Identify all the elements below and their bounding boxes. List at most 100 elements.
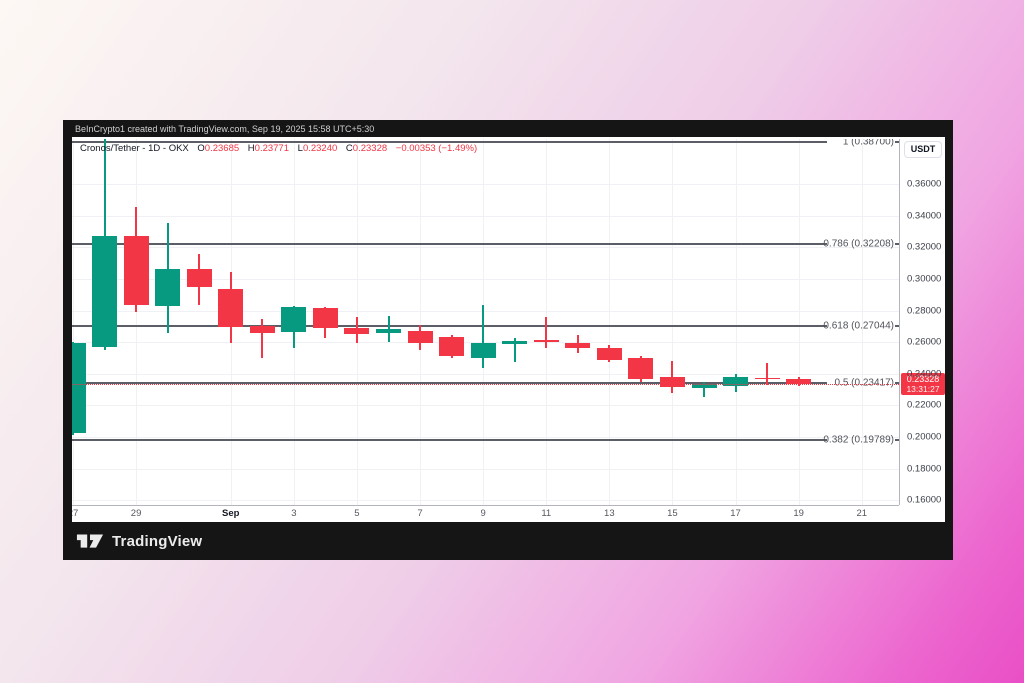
time-axis-label: 21 <box>856 508 868 519</box>
candle-body <box>312 308 338 328</box>
gridline-vertical <box>735 139 737 505</box>
candle-body <box>249 325 275 333</box>
candle-wick <box>703 381 705 397</box>
low-label: L <box>297 143 303 154</box>
gridline-vertical <box>420 139 422 505</box>
candle-body <box>281 307 307 333</box>
candle-body <box>754 377 780 380</box>
change-value: −0.00353 (−1.49%) <box>395 143 478 154</box>
price-tick-label: 0.16000 <box>907 494 942 506</box>
time-axis-label: 17 <box>730 508 741 519</box>
fib-line <box>72 381 827 384</box>
close-value: 0.23328 <box>352 143 388 154</box>
fib-level-label: 0.618 (0.27044) <box>823 320 894 332</box>
candle-body <box>628 357 654 379</box>
gridline-horizontal <box>72 436 899 438</box>
price-tick-label: 0.24000 <box>907 368 942 380</box>
time-axis-label: 9 <box>480 508 486 519</box>
attribution-bar: BeInCrypto1 created with TradingView.com… <box>63 120 953 137</box>
gridline-horizontal <box>72 278 899 280</box>
fib-level-label: 0.5 (0.23417) <box>834 377 895 389</box>
tradingview-brand[interactable]: TradingView <box>112 532 203 550</box>
time-axis-label: 13 <box>604 508 615 519</box>
price-axis[interactable]: USDT 0.23328 13:31:27 0.36000 0.34000 0.32… <box>899 139 945 506</box>
candle-body <box>533 339 559 342</box>
price-tick-label: 0.26000 <box>907 336 942 348</box>
time-axis[interactable]: 27 29 Sep 3 5 7 9 11 13 15 17 19 21 <box>72 505 899 522</box>
candle-wick <box>387 315 390 342</box>
fib-level-label: 1 (0.38700) <box>842 139 894 148</box>
tradingview-logo-icon[interactable] <box>76 533 104 550</box>
gridline-horizontal <box>72 215 899 217</box>
footer-bar: TradingView <box>63 522 953 560</box>
candle-body <box>596 347 622 360</box>
last-price-badge: 0.23328 13:31:27 <box>901 373 945 396</box>
time-axis-label: 11 <box>541 508 552 519</box>
gridline-horizontal <box>72 405 899 407</box>
candle-body <box>186 269 212 287</box>
high-value: 0.23771 <box>254 143 289 154</box>
fib-line <box>72 324 827 327</box>
candle-body <box>155 269 181 306</box>
price-tick-label: 0.22000 <box>907 399 942 411</box>
time-axis-label: 29 <box>130 508 142 519</box>
price-tick-label: 0.36000 <box>907 178 942 190</box>
fib-axis-dash <box>895 324 899 327</box>
candle-body <box>786 378 812 385</box>
candle-body <box>218 288 244 327</box>
fib-level-label: 0.786 (0.32208) <box>823 238 894 250</box>
candle-body <box>123 235 149 305</box>
candle-body <box>439 336 465 356</box>
fib-line <box>72 439 827 442</box>
symbol-title: Cronos/Tether - 1D - OKX <box>80 143 189 154</box>
price-tick-label: 0.28000 <box>907 305 942 317</box>
open-label: O <box>197 143 205 154</box>
time-axis-label: 27 <box>72 508 79 519</box>
open-value: 0.23685 <box>204 143 240 154</box>
fib-axis-dash <box>895 439 899 442</box>
gridline-vertical <box>798 139 800 505</box>
gridline-vertical <box>861 139 863 505</box>
price-tick-label: 0.20000 <box>907 431 942 443</box>
chart-card: BeInCrypto1 created with TradingView.com… <box>63 120 953 560</box>
fib-line <box>72 140 827 143</box>
close-label: C <box>345 143 353 154</box>
price-tick-label: 0.34000 <box>907 210 942 222</box>
candle-body <box>723 376 749 386</box>
low-value: 0.23240 <box>302 143 338 154</box>
candle-wick <box>766 362 769 385</box>
gridline-vertical <box>136 139 138 505</box>
gridline-horizontal <box>72 310 899 312</box>
candle-body <box>502 340 528 344</box>
candle-body <box>92 235 118 347</box>
symbol-legend: Cronos/Tether - 1D - OKX O0.23685 H0.237… <box>80 143 477 154</box>
gridline-horizontal <box>72 247 899 249</box>
attribution-text: BeInCrypto1 created with TradingView.com… <box>75 124 375 134</box>
time-axis-label: 5 <box>354 508 360 519</box>
plot-area[interactable]: 1 (0.38700) 0.786 (0.32208) 0.618 (0.27044… <box>72 139 899 505</box>
fib-axis-dash <box>895 243 899 246</box>
price-tick-label: 0.18000 <box>907 463 942 474</box>
candle-wick <box>261 318 264 358</box>
fib-axis-dash <box>895 140 899 143</box>
gridline-horizontal <box>72 500 899 502</box>
gridline-horizontal <box>72 373 899 375</box>
currency-badge: USDT <box>904 141 942 158</box>
gridline-horizontal <box>72 342 899 344</box>
fib-level-label: 0.382 (0.19789) <box>823 434 894 446</box>
candle-body <box>344 327 370 334</box>
time-axis-label: 19 <box>793 508 804 519</box>
price-tick-label: 0.30000 <box>907 273 942 285</box>
gridline-horizontal <box>72 468 899 470</box>
last-price-value: 0.23328 <box>906 374 940 385</box>
gridline-vertical <box>73 139 74 505</box>
chart-panel: 1 (0.38700) 0.786 (0.32208) 0.618 (0.27044… <box>72 137 945 522</box>
high-label: H <box>247 143 255 154</box>
candle-body <box>565 342 591 348</box>
time-axis-label: 15 <box>667 508 678 519</box>
candle-body <box>72 342 86 433</box>
time-axis-label: 3 <box>291 508 297 519</box>
candle-body <box>659 376 685 387</box>
price-tick-label: 0.32000 <box>907 241 942 253</box>
fib-line <box>72 243 827 246</box>
